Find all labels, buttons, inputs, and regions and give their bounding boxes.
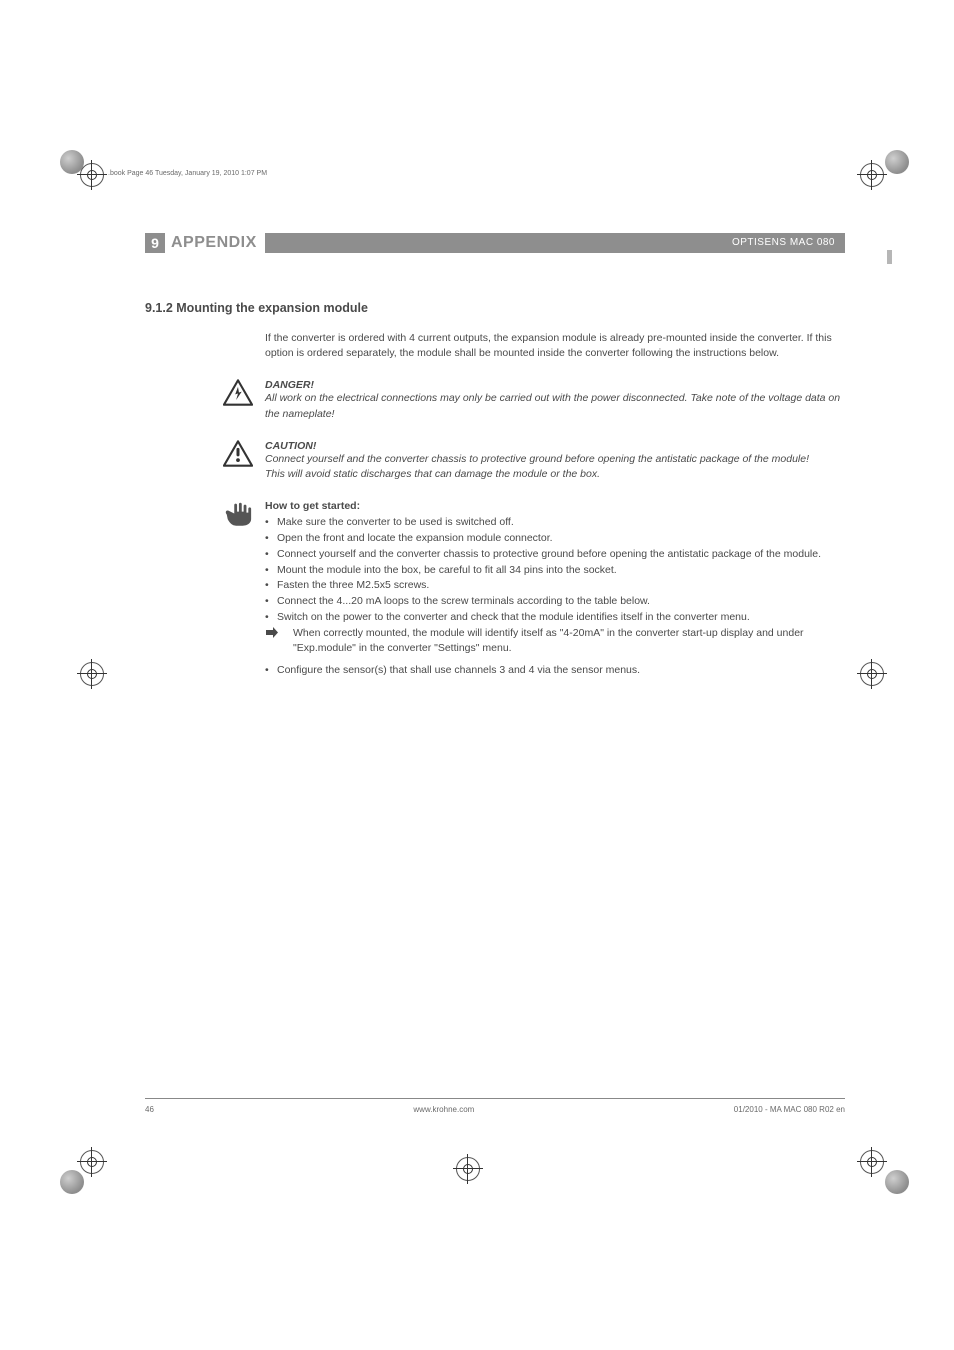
howto-list: Make sure the converter to be used is sw…: [265, 515, 845, 625]
intro-paragraph: If the converter is ordered with 4 curre…: [265, 331, 845, 361]
caution-callout: CAUTION! Connect yourself and the conver…: [265, 440, 845, 482]
list-item: Mount the module into the box, be carefu…: [265, 563, 845, 579]
howto-title: How to get started:: [265, 500, 845, 512]
danger-icon: [223, 379, 253, 406]
page-footer: 46 www.krohne.com 01/2010 - MA MAC 080 R…: [145, 1098, 845, 1114]
list-item: Fasten the three M2.5x5 screws.: [265, 578, 845, 594]
danger-body: All work on the electrical connections m…: [265, 391, 845, 421]
list-item: Configure the sensor(s) that shall use c…: [265, 663, 845, 679]
chapter-number: 9: [145, 233, 165, 253]
result-arrow-icon: [265, 627, 279, 638]
hand-icon: [223, 500, 253, 527]
page-content: 9 APPENDIX OPTISENS MAC 080 9.1.2 Mounti…: [145, 155, 845, 679]
footer-site: www.krohne.com: [413, 1105, 474, 1114]
crop-mark-mid-left: [60, 662, 112, 714]
header-strip: OPTISENS MAC 080: [265, 233, 845, 253]
caution-icon: [223, 440, 253, 467]
danger-callout: DANGER! All work on the electrical conne…: [265, 379, 845, 421]
product-name: OPTISENS MAC 080: [732, 237, 835, 248]
result-text: When correctly mounted, the module will …: [293, 627, 804, 655]
list-item: Connect yourself and the converter chass…: [265, 547, 845, 563]
crop-mark-bottom-center: [456, 1157, 508, 1209]
footer-docid: 01/2010 - MA MAC 080 R02 en: [734, 1105, 845, 1114]
caution-title: CAUTION!: [265, 440, 845, 452]
crop-mark-bottom-right: [860, 1150, 912, 1202]
result-line: When correctly mounted, the module will …: [265, 626, 845, 658]
list-item: Make sure the converter to be used is sw…: [265, 515, 845, 531]
crop-mark-top-left: [60, 150, 112, 202]
list-item: Connect the 4...20 mA loops to the screw…: [265, 594, 845, 610]
crop-mark-bottom-left: [60, 1150, 112, 1202]
list-item: Open the front and locate the expansion …: [265, 531, 845, 547]
side-tab-mark: [887, 250, 892, 264]
caution-body-2: This will avoid static discharges that c…: [265, 467, 845, 482]
howto-after-list: Configure the sensor(s) that shall use c…: [265, 663, 845, 679]
caution-body-1: Connect yourself and the converter chass…: [265, 452, 845, 467]
crop-mark-top-right: [860, 150, 912, 202]
section-heading: 9.1.2 Mounting the expansion module: [145, 301, 845, 315]
list-item: Switch on the power to the converter and…: [265, 610, 845, 626]
page-number: 46: [145, 1105, 154, 1114]
danger-title: DANGER!: [265, 379, 845, 391]
crop-mark-mid-right: [860, 662, 912, 714]
chapter-header: 9 APPENDIX OPTISENS MAC 080: [145, 233, 845, 253]
howto-callout: How to get started: Make sure the conver…: [265, 500, 845, 679]
chapter-title: APPENDIX: [165, 233, 257, 253]
